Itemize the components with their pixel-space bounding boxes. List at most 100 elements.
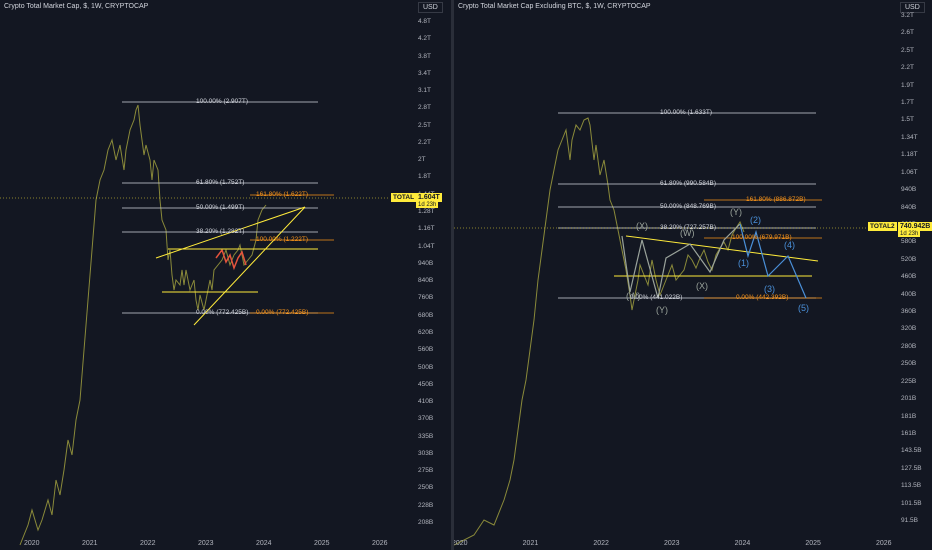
y-axis-tick: 520B: [901, 255, 917, 263]
price-tag-symbol: TOTAL: [391, 193, 417, 202]
fib-label-0: 0.00% (441.022B): [630, 294, 683, 301]
y-axis-tick: 2.2T: [418, 138, 432, 146]
y-axis-tick: 101.5B: [901, 499, 922, 507]
y-axis-tick: 3.8T: [418, 52, 432, 60]
wave-label-3: (3): [764, 284, 775, 294]
price-tag-value: 1.604T: [416, 193, 442, 202]
y-axis-tick: 3.1T: [418, 87, 432, 95]
wave-label-x1: (X): [636, 221, 648, 231]
y-axis-tick: 335B: [418, 432, 434, 440]
y-axis-tick: 225B: [901, 377, 917, 385]
y-axis-tick: 208B: [418, 519, 434, 526]
wave-label-w2: (W): [680, 228, 695, 238]
fib-ext-label-100: 100.00% (1.222T): [256, 236, 309, 243]
x-axis-tick: 2021: [82, 540, 98, 547]
wave-label-5: (5): [798, 303, 809, 313]
y-axis-tick: 2.6T: [901, 29, 915, 37]
y-axis-tick: 940B: [418, 259, 434, 267]
pane-divider[interactable]: [451, 0, 454, 550]
y-axis-tick: 4.8T: [418, 18, 432, 25]
wave-label-y1: (Y): [656, 305, 668, 315]
y-axis-tick: 1.34T: [901, 133, 918, 141]
y-axis-tick: 400B: [901, 290, 917, 298]
y-axis-tick: 1.16T: [418, 225, 435, 233]
fib-ext-label-0: 0.00% (442.392B): [736, 294, 789, 301]
chart-canvas-total[interactable]: [0, 0, 451, 550]
y-axis-tick: 201B: [901, 395, 917, 403]
y-axis-tick: 2.8T: [418, 104, 432, 112]
chart-pane-total2[interactable]: Crypto Total Market Cap Excluding BTC, $…: [454, 0, 932, 550]
y-axis-tick: 1.8T: [418, 173, 432, 181]
y-axis-tick: 620B: [418, 328, 434, 336]
price-tag-countdown: 1d 23h: [416, 202, 439, 208]
fib-label-0: 0.00% (772.425B): [196, 309, 249, 316]
wave-label-x2: (X): [696, 281, 708, 291]
fib-label-618: 61.80% (1.752T): [196, 179, 245, 186]
y-axis-tick: 370B: [418, 415, 434, 423]
wave-label-1: (1): [738, 258, 749, 268]
y-axis-tick: 500B: [418, 363, 434, 371]
price-tag-countdown: 1d 23h: [898, 231, 921, 237]
currency-label[interactable]: USD: [900, 2, 925, 13]
x-axis-tick: 2025: [805, 540, 821, 547]
price-line: [19, 104, 267, 546]
y-axis-tick: 143.5B: [901, 447, 922, 455]
y-axis-tick: 1.28T: [418, 208, 435, 216]
chart-canvas-total2[interactable]: [454, 0, 932, 550]
y-axis-tick: 580B: [901, 238, 917, 246]
y-axis-tick: 91.5B: [901, 517, 918, 524]
y-axis-tick: 560B: [418, 346, 434, 354]
y-axis-tick: 2.2T: [901, 64, 915, 72]
y-axis-tick: 280B: [901, 342, 917, 350]
red-wave-path: [215, 248, 247, 271]
fib-label-100: 100.00% (2.907T): [196, 98, 249, 105]
trendline-lower: [193, 206, 306, 326]
y-axis-tick: 275B: [418, 467, 434, 475]
x-axis-tick: 2025: [314, 540, 330, 547]
y-axis-tick: 181B: [901, 412, 917, 420]
x-axis-tick: 2026: [876, 540, 892, 547]
y-axis-tick: 228B: [418, 501, 434, 509]
y-axis-tick: 940B: [901, 186, 917, 194]
y-axis-tick: 760B: [418, 294, 434, 302]
x-axis-tick: 2026: [372, 540, 388, 547]
x-axis-tick: 2023: [198, 540, 214, 547]
currency-label[interactable]: USD: [418, 2, 443, 13]
x-axis-tick: 2021: [522, 540, 539, 547]
wave-label-2: (2): [750, 215, 761, 225]
y-axis-tick: 3.2T: [901, 12, 915, 19]
y-axis-tick: 450B: [418, 380, 434, 388]
y-axis-tick: 360B: [901, 308, 917, 316]
y-axis-tick: 2.5T: [901, 46, 915, 54]
x-axis-tick: 2020: [454, 540, 468, 547]
y-axis-tick: 250B: [418, 484, 434, 492]
y-axis-tick: 1.18T: [901, 151, 918, 159]
x-axis-tick: 2020: [24, 540, 40, 547]
y-axis-tick: 161B: [901, 429, 917, 437]
y-axis-tick: 127.5B: [901, 464, 922, 472]
x-axis-tick: 2022: [593, 540, 609, 547]
fib-label-382: 38.20% (1.282T): [196, 228, 245, 235]
y-axis-tick: 680B: [418, 311, 434, 319]
y-axis-tick: 840B: [418, 277, 434, 285]
fib-label-50: 50.00% (1.499T): [196, 204, 245, 211]
wave-label-w1: (W): [626, 291, 641, 301]
y-axis-tick: 1.06T: [901, 168, 918, 176]
chart-pane-total[interactable]: Crypto Total Market Cap, $, 1W, CRYPTOCA…: [0, 0, 451, 550]
y-axis-tick: 2T: [418, 156, 426, 164]
y-axis-tick: 250B: [901, 360, 917, 368]
x-axis-tick: 2022: [140, 540, 156, 547]
y-axis-tick: 840B: [901, 203, 917, 211]
x-axis-tick: 2023: [664, 540, 680, 547]
y-axis-tick: 113.5B: [901, 482, 922, 490]
fib-ext-label-100: 100.00% (679.971B): [732, 234, 792, 241]
chart-title: Crypto Total Market Cap, $, 1W, CRYPTOCA…: [4, 3, 149, 10]
y-axis-tick: 1.9T: [901, 81, 915, 89]
grey-wave-path: [621, 223, 741, 299]
y-axis-tick: 320B: [901, 325, 917, 333]
blue-wave-path: [739, 223, 807, 299]
price-line: [454, 117, 745, 546]
wave-label-y2: (Y): [730, 207, 742, 217]
fib-label-618: 61.80% (990.584B): [660, 180, 717, 187]
price-tag-symbol: TOTAL2: [868, 222, 897, 231]
